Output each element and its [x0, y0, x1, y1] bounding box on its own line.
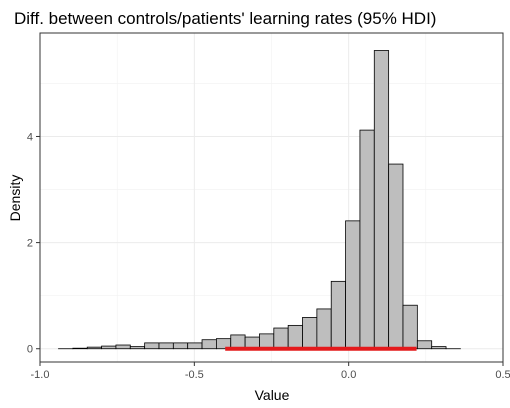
x-tick-label: 0.5 — [495, 369, 510, 381]
histogram-bars — [58, 50, 461, 350]
x-tick-label: -1.0 — [31, 369, 50, 381]
histogram-bar — [129, 346, 146, 350]
histogram-bar — [187, 342, 203, 350]
histogram-bar — [201, 339, 217, 350]
x-axis-title: Value — [255, 387, 290, 403]
histogram-bar — [72, 347, 88, 350]
histogram-bar — [273, 327, 289, 350]
histogram-bar — [302, 317, 318, 350]
y-axis-title: Density — [7, 175, 23, 222]
histogram-bar — [345, 220, 361, 350]
histogram-bar — [144, 342, 160, 350]
histogram-bar — [431, 346, 447, 350]
histogram-bar — [287, 324, 303, 350]
histogram-bar — [158, 342, 174, 350]
x-tick-label: -0.5 — [185, 369, 204, 381]
chart-title: Diff. between controls/patients' learnin… — [14, 9, 436, 28]
histogram-bar — [86, 346, 102, 350]
x-tick-label: 0.0 — [341, 369, 356, 381]
histogram-bar — [416, 340, 433, 350]
y-axis: 0 2 4 — [27, 131, 40, 356]
histogram-bar — [330, 280, 346, 350]
histogram-bar — [316, 308, 332, 350]
y-tick-label: 2 — [27, 238, 33, 250]
histogram-bar — [101, 345, 117, 350]
y-tick-label: 0 — [27, 344, 33, 356]
histogram-bar — [402, 304, 418, 350]
histogram-bar — [373, 50, 390, 350]
histogram-bar — [230, 334, 246, 350]
x-axis: -1.0 -0.5 0.0 0.5 — [31, 362, 510, 381]
histogram-bar — [172, 342, 189, 350]
histogram-bar — [259, 333, 275, 350]
histogram-bar — [359, 129, 375, 350]
grid — [39, 33, 504, 362]
y-tick-label: 4 — [27, 131, 33, 143]
histogram-bar — [388, 163, 404, 350]
panel-border — [39, 32, 504, 363]
histogram-bar — [115, 344, 131, 350]
